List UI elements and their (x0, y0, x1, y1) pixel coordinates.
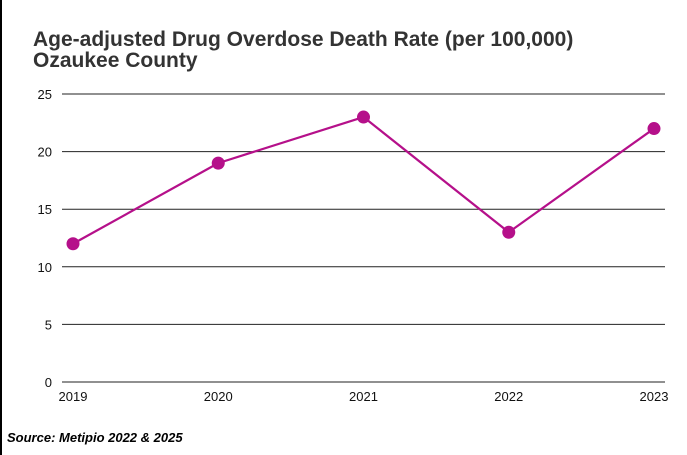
y-tick-label-15: 15 (38, 202, 52, 217)
chart-title-line-2: Ozaukee County (33, 49, 198, 72)
y-axis-tick-labels: 0 5 10 15 20 25 (38, 87, 52, 390)
left-border (0, 0, 2, 455)
x-axis-tick-labels: 2019 2020 2021 2022 2023 (59, 389, 669, 404)
x-tick-label-2023: 2023 (640, 389, 669, 404)
series-line (72, 115, 655, 245)
series-overdose-rate (66, 110, 661, 251)
data-point-2023 (647, 122, 661, 136)
x-tick-label-2020: 2020 (204, 389, 233, 404)
data-point-2019 (66, 237, 80, 251)
data-point-2020 (211, 156, 225, 170)
chart-title: Age-adjusted Drug Overdose Death Rate (p… (33, 29, 573, 71)
chart-title-line-1: Age-adjusted Drug Overdose Death Rate (p… (33, 28, 574, 51)
x-tick-label-2021: 2021 (349, 389, 378, 404)
x-tick-label-2022: 2022 (494, 389, 523, 404)
y-tick-label-5: 5 (45, 317, 52, 332)
x-tick-label-2019: 2019 (59, 389, 88, 404)
y-tick-label-0: 0 (45, 375, 52, 390)
y-tick-label-25: 25 (38, 87, 52, 102)
y-tick-label-10: 10 (38, 260, 52, 275)
gridlines (62, 93, 665, 383)
data-point-2021 (357, 110, 370, 124)
y-tick-label-20: 20 (38, 145, 52, 160)
data-point-2022 (502, 225, 516, 239)
source-note: Source: Metipio 2022 & 2025 (7, 430, 183, 445)
